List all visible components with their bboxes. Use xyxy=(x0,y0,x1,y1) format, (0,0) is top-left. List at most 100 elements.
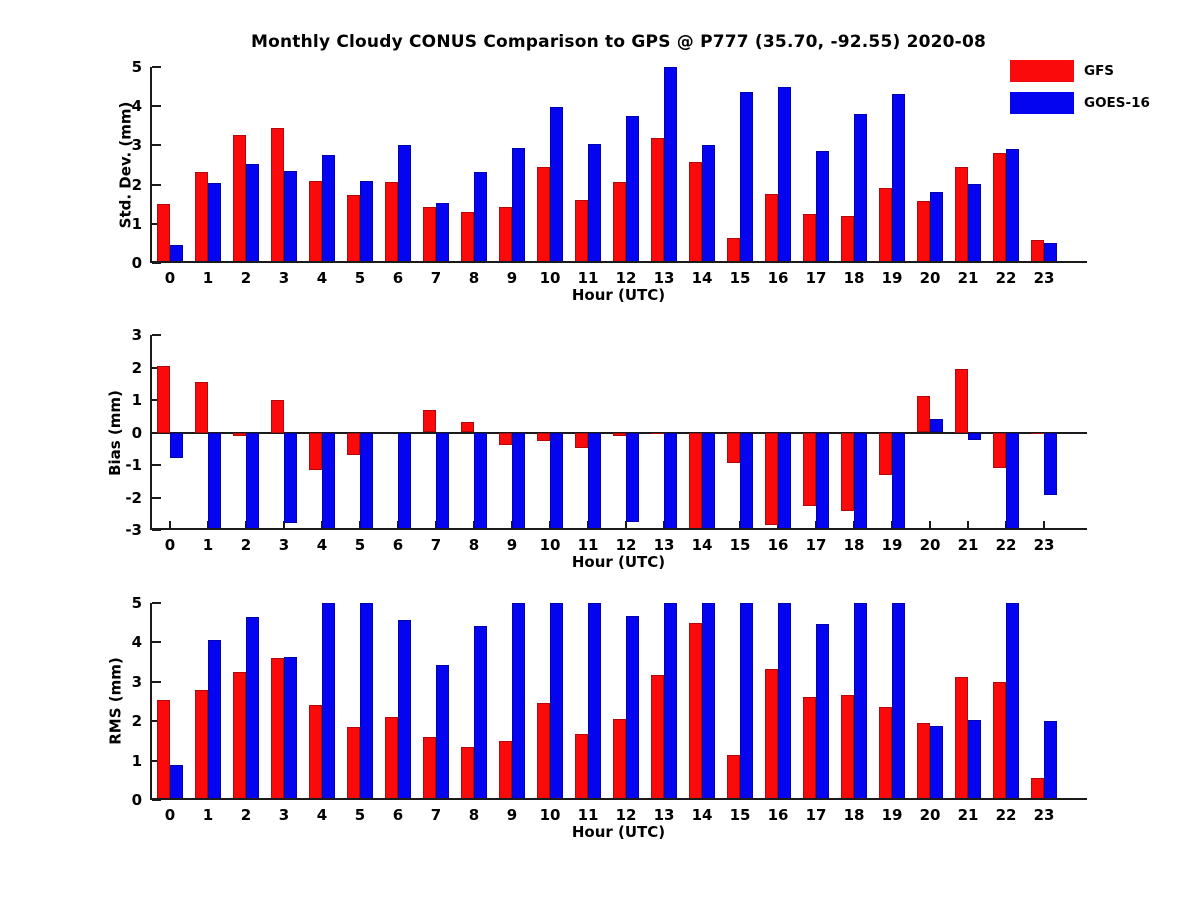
x-tick-label: 3 xyxy=(278,269,290,287)
y-tick-mark xyxy=(152,66,161,68)
bar-gfs-h19 xyxy=(879,707,892,800)
y-tick-label: 1 xyxy=(131,214,142,233)
x-tick-label: 23 xyxy=(1033,806,1055,824)
bar-goes16-h11 xyxy=(588,143,601,263)
x-tick-label: 7 xyxy=(430,806,442,824)
x-tick-label: 22 xyxy=(995,269,1017,287)
y-tick-label: -1 xyxy=(125,456,142,474)
x-tick-label: 1 xyxy=(202,269,214,287)
x-tick-label: 19 xyxy=(881,806,903,824)
bar-gfs-h13 xyxy=(651,432,664,435)
y-tick-mark xyxy=(152,641,161,644)
x-tick-label: 5 xyxy=(354,806,366,824)
bar-gfs-h10 xyxy=(537,702,550,800)
x-tick-label: 2 xyxy=(240,806,252,824)
bar-goes16-h12 xyxy=(626,116,639,263)
bar-goes16-h16 xyxy=(778,432,791,530)
bar-goes16-h5 xyxy=(360,603,373,800)
x-tick-label: 1 xyxy=(202,806,214,824)
x-axis-spine xyxy=(150,528,1087,530)
bar-gfs-h0 xyxy=(157,699,170,800)
y-tick-label: 0 xyxy=(131,423,142,442)
y-tick-label: 5 xyxy=(131,594,142,612)
bar-goes16-h19 xyxy=(892,432,905,530)
x-axis-label-3: Hour (UTC) xyxy=(571,823,666,841)
x-tick-label: 5 xyxy=(354,269,366,287)
y-tick-mark xyxy=(152,799,161,801)
y-axis-spine xyxy=(150,335,152,530)
legend-item-goes16: GOES-16 xyxy=(1010,92,1150,114)
bar-goes16-h17 xyxy=(816,432,829,530)
y-tick-label: 2 xyxy=(131,358,142,377)
bar-goes16-h18 xyxy=(854,114,867,263)
bar-gfs-h2 xyxy=(233,134,246,263)
bar-gfs-h15 xyxy=(727,237,740,263)
legend: GFS GOES-16 xyxy=(1010,60,1150,124)
x-tick-label: 11 xyxy=(577,806,599,824)
y-tick-mark xyxy=(152,183,161,186)
bar-goes16-h20 xyxy=(930,725,943,800)
bar-goes16-h4 xyxy=(322,155,335,263)
bar-gfs-h17 xyxy=(803,432,816,506)
x-tick-label: 17 xyxy=(805,269,827,287)
bar-gfs-h3 xyxy=(271,658,284,800)
bar-gfs-h7 xyxy=(423,410,436,433)
x-tick-label: 18 xyxy=(843,536,865,554)
y-tick-label: 5 xyxy=(131,58,142,76)
x-tick-label: 8 xyxy=(468,536,480,554)
bar-goes16-h7 xyxy=(436,203,449,263)
x-tick-label: 21 xyxy=(957,269,979,287)
y-axis-spine xyxy=(150,603,152,800)
y-tick-label: -3 xyxy=(125,521,142,539)
bar-goes16-h11 xyxy=(588,603,601,800)
bar-gfs-h14 xyxy=(689,622,702,800)
y-tick-mark xyxy=(152,496,161,499)
bar-goes16-h0 xyxy=(170,764,183,800)
x-tick-label: 12 xyxy=(615,536,637,554)
x-tick-label: 15 xyxy=(729,536,751,554)
x-tick-label: 19 xyxy=(881,269,903,287)
x-tick-label: 16 xyxy=(767,806,789,824)
y-tick-label: 3 xyxy=(131,326,142,344)
bar-gfs-h2 xyxy=(233,671,246,800)
x-tick-label: 17 xyxy=(805,536,827,554)
x-tick-label: 21 xyxy=(957,806,979,824)
bar-goes16-h12 xyxy=(626,615,639,800)
bar-gfs-h17 xyxy=(803,696,816,800)
x-tick-label: 9 xyxy=(506,536,518,554)
bar-goes16-h18 xyxy=(854,603,867,800)
x-tick-label: 15 xyxy=(729,269,751,287)
bar-gfs-h11 xyxy=(575,432,588,449)
bar-gfs-h0 xyxy=(157,204,170,263)
y-tick-mark xyxy=(152,720,161,723)
bar-goes16-h2 xyxy=(246,164,259,263)
x-tick-label: 19 xyxy=(881,536,903,554)
bar-goes16-h5 xyxy=(360,432,373,530)
legend-item-gfs: GFS xyxy=(1010,60,1150,82)
bar-gfs-h10 xyxy=(537,166,550,263)
bar-gfs-h12 xyxy=(613,432,626,437)
bar-gfs-h6 xyxy=(385,717,398,800)
bar-goes16-h3 xyxy=(284,170,297,263)
bar-goes16-h20 xyxy=(930,418,943,433)
subplot-bias: -3 -2 -1 0 1 2 3 0 1 2 3 4 5 6 7 8 9 10 11 12 13 14 15 16 17 18 19… xyxy=(125,326,1087,554)
bar-gfs-h3 xyxy=(271,400,284,433)
y-tick-label: 1 xyxy=(131,751,142,770)
x-tick-label: 10 xyxy=(539,536,561,554)
bar-goes16-h8 xyxy=(474,171,487,263)
x-tick-label: 13 xyxy=(653,269,675,287)
x-tick-label: 11 xyxy=(577,269,599,287)
bar-gfs-h9 xyxy=(499,740,512,800)
x-tick-label: 16 xyxy=(767,269,789,287)
x-tick-label: 7 xyxy=(430,536,442,554)
y-axis-label-rms: RMS (mm) xyxy=(106,657,125,745)
bar-gfs-h5 xyxy=(347,195,360,263)
x-tick-label: 6 xyxy=(392,269,404,287)
bar-gfs-h14 xyxy=(689,432,702,530)
y-tick-label: 2 xyxy=(131,712,142,731)
x-tick-label: 3 xyxy=(278,536,290,554)
y-tick-mark xyxy=(152,222,161,225)
bar-goes16-h0 xyxy=(170,432,183,458)
bar-gfs-h15 xyxy=(727,432,740,464)
